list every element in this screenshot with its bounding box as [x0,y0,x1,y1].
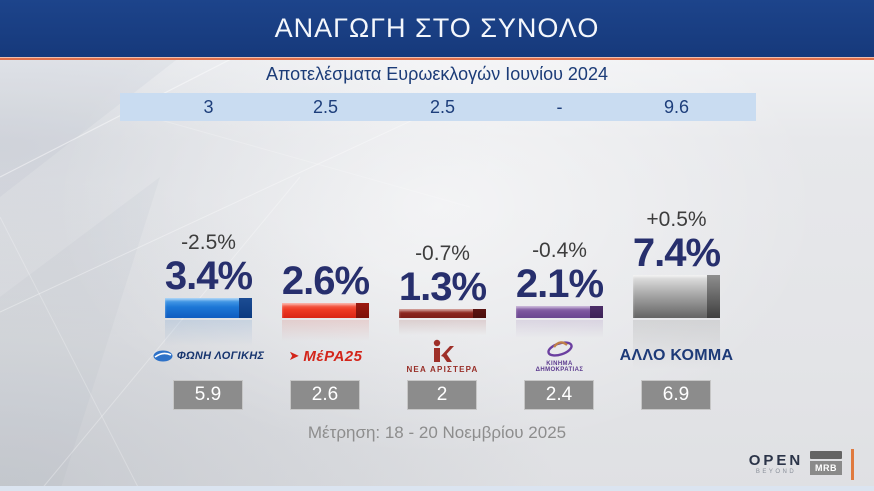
bar-reflection [165,320,252,346]
party-name: ΚΙΝΗΜΑ ΔΗΜΟΚΡΑΤΙΑΣ [535,360,584,374]
party-label-allo-komma: ΑΛΛΟ ΚΟΜΜΑ [618,334,735,378]
bar-reflection [633,320,720,369]
foni-logikis-icon [153,350,173,362]
prev-result-value: 3 [203,97,214,117]
bar-mera25 [282,303,369,318]
bar-nea-aristera [399,309,486,318]
change-label: +0.5% [646,208,707,231]
bar-foni-logikis [165,298,252,318]
bar-reflection [282,320,369,341]
prev-result-value: 2.5 [312,97,339,117]
percentage-value: 3.4% [164,254,253,298]
open-channel-logo: OPEN BEYOND [746,453,806,476]
party-name: ΝΕΑ ΑΡΙΣΤΕΡΑ [406,364,479,374]
change-label: -0.7% [415,242,470,265]
party-logo-nea-aristera: ΝΕΑ ΑΡΙΣΤΕΡΑ [384,334,501,378]
bar-allo-komma [633,275,720,318]
bar-reflection [399,320,486,335]
bar-reflection [516,320,603,338]
grey-value-box: 5.9 [174,381,242,409]
mrb-pollster-logo: MRB [810,451,842,475]
subtitle: Αποτελέσματα Ευρωεκλογών Ιουνίου 2024 [266,64,608,84]
party-column-mera25: 2.6% ➤ ΜέΡΑ25 2.6 [267,0,384,491]
orange-accent-line [851,449,854,480]
party-logo-kinima-dimokratias: ΚΙΝΗΜΑ ΔΗΜΟΚΡΑΤΙΑΣ [501,334,618,378]
prev-result-value: 9.6 [663,97,690,117]
nea-aristera-icon [433,339,454,362]
party-column-nea-aristera: -0.7% 1.3% ΝΕΑ ΑΡΙΣΤΕΡΑ 2 [384,0,501,491]
party-column-foni-logikis: -2.5% 3.4% ΦΩΝΗ ΛΟΓΙΚΗΣ 5.9 [150,0,267,491]
mrb-logo-text: MRB [810,461,842,475]
party-name: ΑΛΛΟ ΚΟΜΜΑ [619,347,734,364]
party-logo-foni-logikis: ΦΩΝΗ ΛΟΓΙΚΗΣ [150,334,267,378]
percentage-value: 7.4% [632,231,721,275]
party-column-allo-komma: +0.5% 7.4% ΑΛΛΟ ΚΟΜΜΑ 6.9 [618,0,735,491]
percentage-value: 2.1% [515,262,604,306]
open-beyond-text: BEYOND [755,469,797,475]
grey-value-box: 2.6 [291,381,359,409]
grey-value-box: 2.4 [525,381,593,409]
kinima-dimokratias-icon [546,340,573,357]
bottom-strip [0,486,874,491]
prev-result-value: - [556,97,563,117]
orange-divider [0,57,874,60]
grey-value-box: 2 [408,381,476,409]
change-label: -0.4% [532,239,587,262]
mera25-arrow-icon: ➤ [288,348,300,363]
mrb-logo-bar [810,451,842,459]
party-logo-mera25: ➤ ΜέΡΑ25 [267,334,384,378]
grey-value-box: 6.9 [642,381,710,409]
party-name: ΦΩΝΗ ΛΟΓΙΚΗΣ [176,350,265,362]
party-column-kinima-dimokratias: -0.4% 2.1% ΚΙΝΗΜΑ ΔΗΜΟΚΡΑΤΙΑΣ 2.4 [501,0,618,491]
change-label: -2.5% [181,231,236,254]
percentage-value: 2.6% [281,259,370,303]
bar-kinima-dimokratias [516,306,603,318]
party-name: ΜέΡΑ25 [303,347,363,365]
open-logo-text: OPEN [748,452,804,469]
title-bar: ΑΝΑΓΩΓΗ ΣΤΟ ΣΥΝΟΛΟ [0,0,874,57]
percentage-value: 1.3% [398,265,487,309]
previous-results-row: 3 2.5 2.5 - 9.6 [120,93,756,121]
survey-period: Μέτρηση: 18 - 20 Νοεμβρίου 2025 [307,423,567,442]
page-title: ΑΝΑΓΩΓΗ ΣΤΟ ΣΥΝΟΛΟ [274,13,600,43]
prev-result-value: 2.5 [429,97,456,117]
